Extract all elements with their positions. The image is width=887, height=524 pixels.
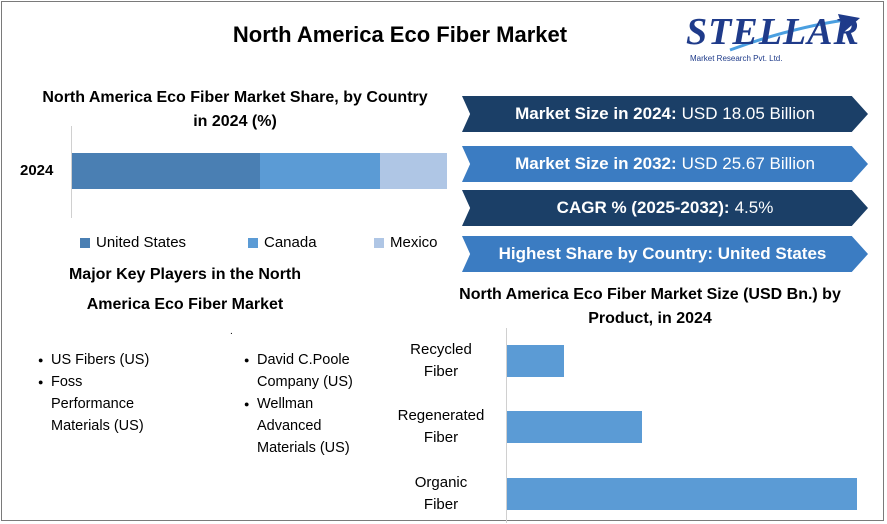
players-dot: . [230, 326, 233, 337]
banner-label: Market Size in 2032: [515, 154, 677, 173]
product-bar-regenerated-fiber [507, 411, 642, 443]
legend-item: United States [80, 234, 186, 251]
legend-label: Canada [264, 234, 317, 251]
legend-swatch [80, 237, 90, 248]
player-item: Wellman Advanced Materials (US) [244, 393, 362, 459]
stellar-logo: STELLAR Market Research Pvt. Ltd. [680, 8, 870, 68]
share-bar-united-states [72, 153, 260, 189]
logo-wordmark: STELLAR [686, 11, 860, 53]
banner-value: USD 25.67 Billion [681, 154, 815, 173]
players-list-right: David C.Poole Company (US) Wellman Advan… [244, 349, 362, 459]
banner-label: Market Size in 2024: [515, 104, 677, 123]
legend-swatch [374, 237, 384, 248]
legend-item: Mexico [374, 234, 438, 251]
banner-highest-share: Highest Share by Country: United States [462, 236, 868, 272]
banner-market-size-2024: Market Size in 2024: USD 18.05 Billion [462, 96, 868, 132]
legend-label: Mexico [390, 234, 438, 251]
logo-subtitle: Market Research Pvt. Ltd. [690, 54, 783, 63]
legend-item: Canada [248, 234, 317, 251]
share-chart-axis [71, 126, 72, 218]
product-chart-title: North America Eco Fiber Market Size (USD… [459, 286, 841, 327]
product-category-label: Organic Fiber [414, 474, 468, 513]
product-bar-recycled-fiber [507, 345, 564, 377]
player-item: US Fibers (US) [38, 349, 156, 371]
banner-label: Highest Share by Country: United States [498, 244, 827, 263]
share-bar-mexico [379, 153, 447, 189]
product-bar-organic-fiber [507, 478, 857, 510]
product-category-label: Regenerated Fiber [397, 407, 485, 446]
share-chart-title: North America Eco Fiber Market Share, by… [42, 89, 428, 130]
players-list-left: US Fibers (US) Foss Performance Material… [38, 349, 156, 437]
banner-value: 4.5% [734, 198, 774, 217]
share-bar-canada [259, 153, 380, 189]
banner-label: CAGR % (2025-2032): [556, 198, 730, 217]
legend-label: United States [96, 234, 187, 251]
player-item: Foss Performance Materials (US) [38, 371, 156, 437]
banner-market-size-2032: Market Size in 2032: USD 25.67 Billion [462, 146, 868, 182]
share-category-label: 2024 [20, 162, 54, 179]
page-title: North America Eco Fiber Market [232, 22, 568, 47]
banner-cagr: CAGR % (2025-2032): 4.5% [462, 190, 868, 226]
logo-swoosh-icon [729, 14, 860, 52]
banner-value: USD 18.05 Billion [681, 104, 815, 123]
legend-swatch [248, 237, 258, 248]
product-chart-axis [506, 328, 507, 523]
product-category-label: Recycled Fiber [410, 341, 472, 380]
key-players-title: Major Key Players in the North America E… [68, 266, 302, 313]
player-item: David C.Poole Company (US) [244, 349, 362, 393]
